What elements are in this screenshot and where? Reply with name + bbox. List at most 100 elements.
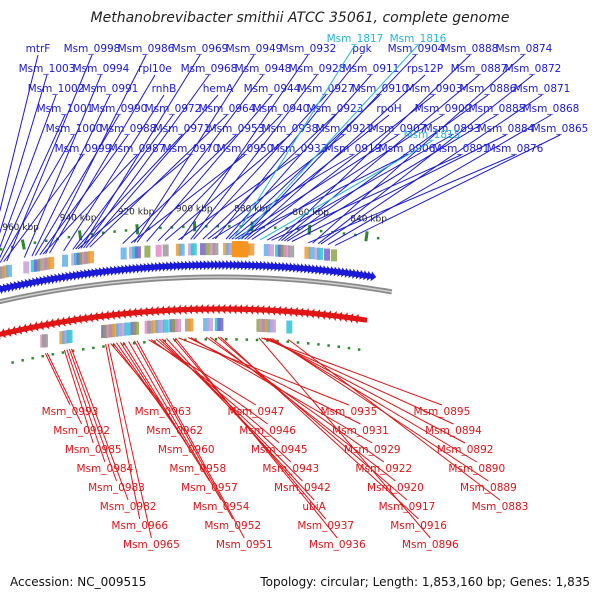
forward-gene-label[interactable]: Msm_0876 bbox=[487, 143, 544, 155]
forward-gene-label[interactable]: Msm_0887 bbox=[451, 63, 508, 75]
forward-gene-label[interactable]: Msm_0940 bbox=[253, 103, 310, 115]
forward-gene-label[interactable]: Msm_1001 bbox=[37, 103, 94, 115]
forward-gene-label[interactable]: Msm_0987 bbox=[109, 143, 166, 155]
reverse-gene-label[interactable]: Msm_0966 bbox=[111, 520, 168, 532]
reverse-gene-label[interactable]: Msm_0984 bbox=[77, 463, 134, 475]
forward-gene-label[interactable]: Msm_0949 bbox=[226, 43, 283, 55]
forward-gene-label[interactable]: Msm_0904 bbox=[388, 43, 445, 55]
forward-gene-label[interactable]: Msm_1002 bbox=[28, 83, 85, 95]
forward-gene-label[interactable]: Msm_0988 bbox=[100, 123, 157, 135]
forward-gene-label[interactable]: Msm_0986 bbox=[118, 43, 175, 55]
rna-gene-label[interactable]: Msm_1817 bbox=[327, 33, 384, 45]
forward-gene-label[interactable]: Msm_0972 bbox=[145, 103, 202, 115]
scale-dot bbox=[337, 345, 341, 349]
reverse-gene-label[interactable]: Msm_0936 bbox=[309, 539, 366, 551]
forward-gene-label[interactable]: Msm_0885 bbox=[469, 103, 526, 115]
forward-gene-label[interactable]: Msm_0953 bbox=[208, 123, 265, 135]
reverse-gene-label[interactable]: Msm_0965 bbox=[123, 539, 180, 551]
forward-gene-label[interactable]: Msm_0910 bbox=[352, 83, 409, 95]
reverse-gene-label[interactable]: Msm_0954 bbox=[193, 501, 250, 513]
forward-gene-label[interactable]: Msm_0886 bbox=[460, 83, 517, 95]
forward-gene-label[interactable]: pgk bbox=[352, 43, 372, 55]
label-layer: mtrFMsm_1003Msm_1002Msm_1001Msm_1000Msm_… bbox=[0, 33, 588, 551]
scale-dot bbox=[376, 236, 380, 240]
forward-gene-connector bbox=[136, 74, 264, 243]
forward-gene-label[interactable]: Msm_1003 bbox=[19, 63, 76, 75]
rna-gene-connector bbox=[259, 140, 433, 241]
reverse-gene-label[interactable]: Msm_0916 bbox=[390, 520, 447, 532]
forward-gene-label[interactable]: Msm_0994 bbox=[73, 63, 130, 75]
forward-gene-connector bbox=[6, 54, 93, 262]
scale-dot bbox=[132, 341, 136, 345]
reverse-gene-label[interactable]: Msm_0992 bbox=[53, 425, 110, 437]
forward-gene-label[interactable]: Msm_0884 bbox=[478, 123, 535, 135]
reverse-gene-label[interactable]: Msm_0983 bbox=[88, 482, 145, 494]
reverse-gene-label[interactable]: Msm_0895 bbox=[414, 406, 471, 418]
forward-gene-label[interactable]: Msm_0964 bbox=[199, 103, 256, 115]
reverse-gene-label[interactable]: Msm_0922 bbox=[355, 463, 412, 475]
forward-gene-label[interactable]: rnhB bbox=[152, 83, 177, 95]
forward-gene-label[interactable]: Msm_0938 bbox=[262, 123, 319, 135]
forward-gene-label[interactable]: Msm_0927 bbox=[298, 83, 355, 95]
reverse-gene-label[interactable]: Msm_0942 bbox=[274, 482, 331, 494]
forward-gene-label[interactable]: Msm_0968 bbox=[181, 63, 238, 75]
reverse-gene-label[interactable]: Msm_0947 bbox=[228, 406, 285, 418]
forward-gene-label[interactable]: rps12P bbox=[407, 63, 443, 75]
rna-gene-label[interactable]: Msm_1816 bbox=[390, 33, 447, 45]
reverse-gene-label[interactable]: ubiA bbox=[302, 501, 326, 513]
forward-gene-label[interactable]: Msm_0999 bbox=[55, 143, 112, 155]
forward-gene-label[interactable]: Msm_0928 bbox=[289, 63, 346, 75]
forward-gene-label[interactable]: Msm_0919 bbox=[325, 143, 382, 155]
forward-gene-label[interactable]: Msm_0903 bbox=[406, 83, 463, 95]
scale-dot bbox=[306, 342, 310, 345]
reverse-gene-label[interactable]: Msm_0962 bbox=[146, 425, 203, 437]
reverse-gene-label[interactable]: Msm_0935 bbox=[321, 406, 378, 418]
reverse-gene-label[interactable]: Msm_0894 bbox=[425, 425, 482, 437]
reverse-gene-label[interactable]: Msm_0957 bbox=[181, 482, 238, 494]
forward-gene-label[interactable]: Msm_0907 bbox=[370, 123, 427, 135]
scale-dot bbox=[11, 361, 14, 364]
forward-gene-label[interactable]: Msm_0944 bbox=[244, 83, 301, 95]
rna-gene-label[interactable]: Msm_1815 bbox=[404, 129, 461, 141]
forward-gene-label[interactable]: rpl10e bbox=[138, 63, 172, 75]
forward-gene-label[interactable]: Msm_0868 bbox=[523, 103, 580, 115]
forward-gene-label[interactable]: Msm_0911 bbox=[343, 63, 400, 75]
forward-gene-label[interactable]: Msm_0872 bbox=[505, 63, 562, 75]
reverse-gene-arrow bbox=[0, 330, 9, 340]
forward-gene-label[interactable]: Msm_0948 bbox=[235, 63, 292, 75]
forward-gene-label[interactable]: hemA bbox=[203, 83, 234, 95]
reverse-gene-label[interactable]: Msm_0920 bbox=[367, 482, 424, 494]
forward-gene-label[interactable]: mtrF bbox=[26, 43, 51, 55]
forward-gene-label[interactable]: Msm_0950 bbox=[217, 143, 274, 155]
reverse-gene-connector bbox=[105, 343, 141, 520]
reverse-gene-label[interactable]: Msm_0883 bbox=[472, 501, 529, 513]
forward-gene-label[interactable]: Msm_0900 bbox=[415, 103, 472, 115]
reverse-gene-label[interactable]: Msm_0958 bbox=[169, 463, 226, 475]
reverse-gene-label[interactable]: Msm_0982 bbox=[100, 501, 157, 513]
forward-gene-label[interactable]: Msm_0969 bbox=[172, 43, 229, 55]
reverse-gene-label[interactable]: Msm_0931 bbox=[332, 425, 389, 437]
forward-gene-label[interactable]: rpoH bbox=[376, 103, 401, 115]
reverse-gene-label[interactable]: Msm_0952 bbox=[204, 520, 261, 532]
reverse-gene-label[interactable]: Msm_0896 bbox=[402, 539, 459, 551]
forward-gene-block bbox=[129, 246, 136, 259]
reverse-gene-label[interactable]: Msm_0945 bbox=[251, 444, 308, 456]
reverse-gene-label[interactable]: Msm_0917 bbox=[379, 501, 436, 513]
forward-gene-block bbox=[87, 251, 94, 264]
reverse-gene-label[interactable]: Msm_0937 bbox=[297, 520, 354, 532]
forward-gene-label[interactable]: Msm_0991 bbox=[82, 83, 139, 95]
reverse-gene-label[interactable]: Msm_0892 bbox=[437, 444, 494, 456]
forward-gene-label[interactable]: Msm_0888 bbox=[442, 43, 499, 55]
scale-dot bbox=[276, 339, 279, 343]
map-title: Methanobrevibacter smithii ATCC 35061, c… bbox=[91, 10, 510, 26]
forward-gene-label[interactable]: Msm_0871 bbox=[514, 83, 571, 95]
forward-gene-label[interactable]: Msm_0874 bbox=[496, 43, 553, 55]
reverse-gene-label[interactable]: Msm_0951 bbox=[216, 539, 273, 551]
reverse-gene-label[interactable]: Msm_0960 bbox=[158, 444, 215, 456]
forward-gene-label[interactable]: Msm_0998 bbox=[64, 43, 121, 55]
forward-gene-label[interactable]: Msm_0865 bbox=[532, 123, 589, 135]
reverse-gene-label[interactable]: Msm_0985 bbox=[65, 444, 122, 456]
forward-gene-label[interactable]: Msm_0971 bbox=[154, 123, 211, 135]
reverse-gene-label[interactable]: Msm_0889 bbox=[460, 482, 517, 494]
forward-gene-label[interactable]: Msm_0932 bbox=[280, 43, 337, 55]
